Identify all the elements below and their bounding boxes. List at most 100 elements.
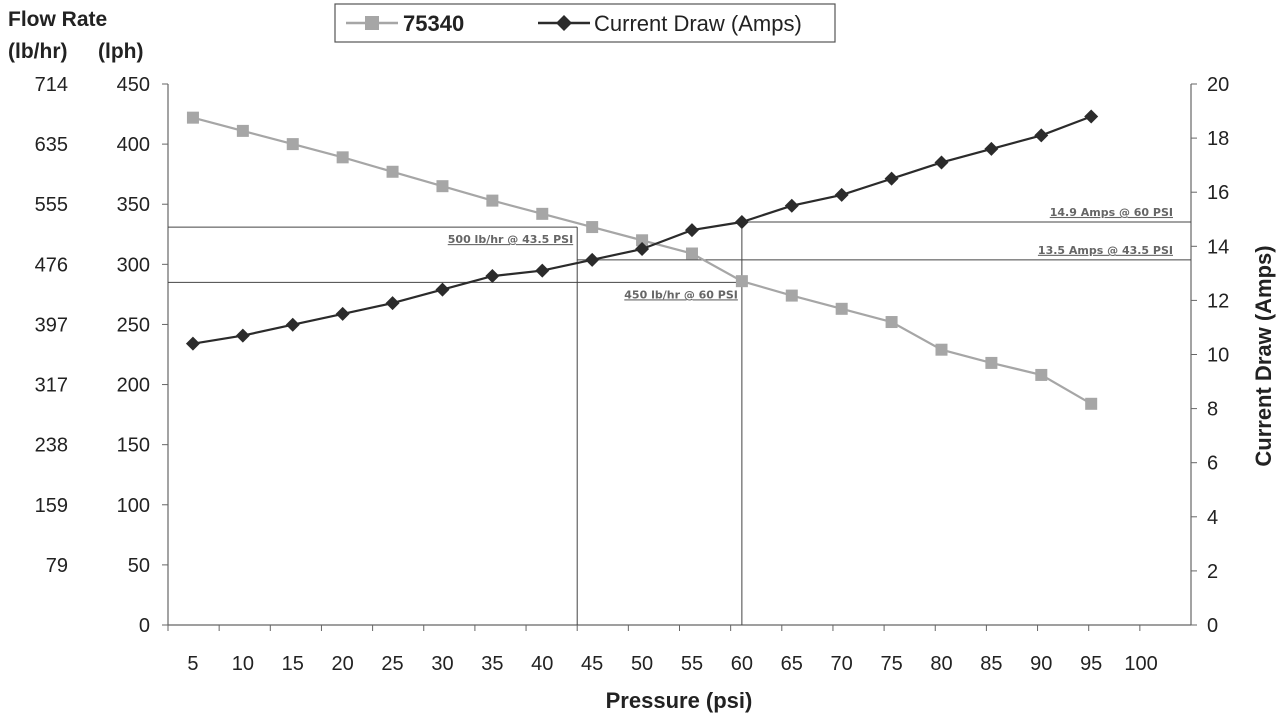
series-point-75340 <box>1085 397 1098 410</box>
series-point-current <box>185 336 200 351</box>
x-tick-label: 40 <box>531 653 553 675</box>
legend-marker-75340 <box>365 16 379 30</box>
series-point-75340 <box>336 151 349 164</box>
y-left-lbhr-tick-label: 714 <box>35 74 68 96</box>
y-left-lph-tick-label: 400 <box>117 134 150 156</box>
y-left-lbhr-tick-label: 476 <box>35 254 68 276</box>
y-left-lph-tick-label: 0 <box>139 615 150 637</box>
y-left-lbhr-tick-label: 397 <box>35 314 68 336</box>
legend: 75340 Current Draw (Amps) <box>334 3 836 43</box>
series-point-75340 <box>636 234 649 247</box>
series-line-1 <box>192 115 1092 345</box>
series-point-current <box>385 296 400 311</box>
y-right-tick-label: 12 <box>1207 290 1229 312</box>
y-right-tick-label: 20 <box>1207 74 1229 96</box>
ticks-layer: 0507910015915023820031725039730047635055… <box>35 74 1230 675</box>
x-tick-label: 35 <box>481 653 503 675</box>
y-left-lbhr-tick-label: 238 <box>35 435 68 457</box>
y-right-tick-label: 6 <box>1207 453 1218 475</box>
legend-label-75340: 75340 <box>403 11 464 36</box>
y-left-lph-tick-label: 50 <box>128 555 150 577</box>
y-right-tick-label: 18 <box>1207 128 1229 150</box>
series-layer <box>185 109 1099 410</box>
y-left-lph-tick-label: 200 <box>117 375 150 397</box>
series-point-current <box>934 155 949 170</box>
series-point-current <box>635 242 650 257</box>
x-tick-label: 85 <box>980 653 1002 675</box>
x-tick-label: 30 <box>431 653 453 675</box>
series-point-75340 <box>735 275 748 288</box>
series-point-current <box>285 317 300 332</box>
x-tick-label: 100 <box>1124 653 1157 675</box>
x-tick-label: 80 <box>930 653 952 675</box>
y-left-lbhr-tick-label: 555 <box>35 194 68 216</box>
series-point-current <box>684 223 699 238</box>
y-left-lbhr-tick-label: 635 <box>35 134 68 156</box>
x-tick-label: 5 <box>187 653 198 675</box>
series-point-75340 <box>286 138 299 151</box>
series-point-current <box>984 141 999 156</box>
series-point-75340 <box>386 165 399 178</box>
series-point-current <box>435 282 450 297</box>
y-right-tick-label: 4 <box>1207 507 1218 529</box>
plot-frame <box>167 84 1192 626</box>
y-left-lph-tick-label: 150 <box>117 435 150 457</box>
series-point-current <box>485 269 500 284</box>
series-point-current <box>1084 109 1099 124</box>
series-point-current <box>535 263 550 278</box>
series-point-75340 <box>935 343 948 356</box>
y-right-tick-label: 14 <box>1207 236 1229 258</box>
annotation-450-lbhr: 450 lb/hr @ 60 PSI <box>624 288 738 301</box>
x-tick-label: 50 <box>631 653 653 675</box>
y-left-lph-tick-label: 350 <box>117 194 150 216</box>
series-point-75340 <box>436 180 449 193</box>
reference-lines <box>168 221 1191 625</box>
annotation-500-lbhr: 500 lb/hr @ 43.5 PSI <box>448 233 573 246</box>
y-left-lph-tick-label: 450 <box>117 74 150 96</box>
series-point-75340 <box>536 207 549 220</box>
series-point-75340 <box>985 356 998 369</box>
y-right-tick-label: 10 <box>1207 345 1229 367</box>
series-point-current <box>734 214 749 229</box>
x-tick-label: 60 <box>731 653 753 675</box>
series-point-75340 <box>586 221 599 234</box>
y-left-lbhr-tick-label: 159 <box>35 495 68 517</box>
legend-label-current: Current Draw (Amps) <box>594 11 802 36</box>
series-point-current <box>235 328 250 343</box>
y-left-lph-tick-label: 300 <box>117 254 150 276</box>
series-point-current <box>335 306 350 321</box>
y-right-tick-label: 16 <box>1207 182 1229 204</box>
legend-marker-current <box>556 15 572 31</box>
x-axis-label: Pressure (psi) <box>606 688 753 713</box>
x-tick-label: 70 <box>831 653 853 675</box>
x-tick-label: 25 <box>381 653 403 675</box>
y-left-lbhr-tick-label: 317 <box>35 375 68 397</box>
right-axis-label: Current Draw (Amps) <box>1251 245 1276 466</box>
x-tick-label: 95 <box>1080 653 1102 675</box>
x-tick-label: 65 <box>781 653 803 675</box>
y-right-tick-label: 8 <box>1207 399 1218 421</box>
y-left-lbhr-tick-label: 79 <box>46 555 68 577</box>
series-point-75340 <box>186 111 199 124</box>
annotations: 500 lb/hr @ 43.5 PSI 450 lb/hr @ 60 PSI 14… <box>448 206 1173 301</box>
y-left-lph-tick-label: 100 <box>117 495 150 517</box>
series-line-0 <box>192 116 1092 405</box>
y-left-lph-tick-label: 250 <box>117 314 150 336</box>
series-point-75340 <box>835 302 848 315</box>
left-header-title: Flow Rate <box>8 8 107 31</box>
x-tick-label: 15 <box>282 653 304 675</box>
series-point-current <box>884 171 899 186</box>
x-tick-label: 55 <box>681 653 703 675</box>
series-point-75340 <box>685 247 698 260</box>
annotation-14-9-amps: 14.9 Amps @ 60 PSI <box>1050 206 1173 219</box>
series-point-75340 <box>486 194 499 207</box>
series-point-current <box>834 187 849 202</box>
x-tick-label: 75 <box>880 653 902 675</box>
series-point-75340 <box>885 316 898 329</box>
y-right-tick-label: 2 <box>1207 561 1218 583</box>
series-point-75340 <box>1035 368 1048 381</box>
annotation-13-5-amps: 13.5 Amps @ 43.5 PSI <box>1038 244 1173 257</box>
y-right-tick-label: 0 <box>1207 615 1218 637</box>
series-point-75340 <box>785 289 798 302</box>
